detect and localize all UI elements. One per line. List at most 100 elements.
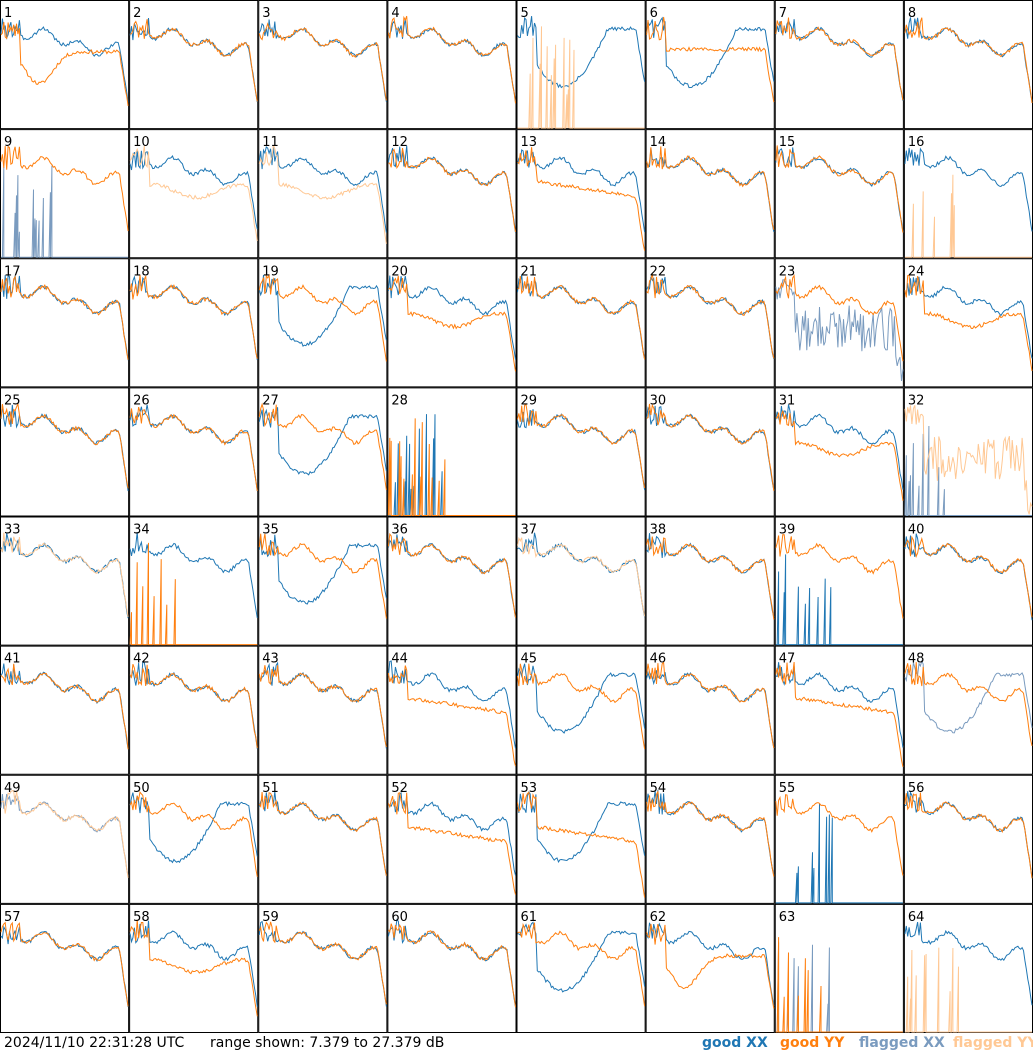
series-yy [387, 665, 516, 767]
series-yy [775, 937, 903, 1033]
panel-41: 41 [0, 645, 130, 775]
panel-frame [387, 258, 517, 388]
panel-frame [0, 129, 130, 259]
panel-label: 40 [908, 523, 925, 538]
panel-25: 25 [0, 387, 130, 517]
series-xx [775, 554, 903, 646]
panel-label: 2 [133, 6, 141, 21]
panel-label: 34 [133, 523, 150, 538]
panel-63: 63 [774, 903, 904, 1033]
panel-frame [129, 774, 259, 904]
panel-frame [129, 129, 259, 259]
series-xx [775, 662, 904, 748]
series-yy [517, 275, 646, 360]
series-xx [646, 922, 775, 1006]
series-xx [129, 150, 258, 230]
panel-label: 63 [779, 910, 796, 925]
panel-frame [645, 903, 775, 1033]
panel-5: 5 [516, 0, 646, 130]
panel-34: 34 [129, 516, 259, 646]
panel-31: 31 [774, 387, 904, 517]
series-yy [0, 790, 129, 878]
series-yy [904, 17, 1033, 104]
series-xx [517, 921, 646, 993]
panel-38: 38 [645, 516, 775, 646]
panel-frame [258, 903, 388, 1033]
series-xx [387, 275, 516, 360]
series-xx [0, 18, 129, 103]
panel-frame [645, 258, 775, 388]
panel-19: 19 [258, 258, 388, 388]
panel-frame [258, 774, 388, 904]
panel-label: 28 [391, 393, 408, 408]
series-yy [388, 148, 516, 232]
series-yy [258, 273, 387, 362]
panel-frame [645, 645, 775, 775]
series-yy [646, 923, 775, 1009]
panel-20: 20 [387, 258, 517, 388]
panel-label: 8 [908, 6, 916, 21]
panel-43: 43 [258, 645, 388, 775]
panel-33: 33 [0, 516, 130, 646]
panel-label: 46 [650, 652, 667, 667]
series-xx [387, 660, 516, 749]
panel-frame [903, 0, 1033, 130]
series-yy [387, 792, 516, 895]
panel-23: 23 [774, 258, 904, 388]
series-yy [129, 406, 258, 492]
panel-label: 36 [391, 523, 408, 538]
series-yy [388, 923, 516, 1008]
panel-frame [129, 516, 259, 646]
series-xx [258, 407, 387, 476]
series-yy [387, 15, 516, 104]
panel-22: 22 [645, 258, 775, 388]
panel-frame [774, 645, 904, 775]
series-yy [129, 542, 258, 646]
panel-frame [516, 129, 646, 259]
series-yy [258, 533, 387, 619]
panel-label: 32 [908, 393, 925, 408]
series-yy [517, 403, 646, 489]
series-yy [129, 664, 258, 749]
panel-label: 18 [133, 264, 150, 279]
panel-label: 54 [650, 781, 667, 796]
series-yy [904, 662, 1033, 747]
series-xx [517, 532, 646, 618]
panel-12: 12 [387, 129, 517, 259]
series-xx [775, 19, 904, 101]
series-xx [646, 789, 775, 876]
series-yy [0, 21, 129, 106]
series-yy [646, 536, 775, 620]
panel-label: 35 [262, 523, 279, 538]
panel-label: 12 [391, 135, 408, 150]
panel-label: 3 [262, 6, 270, 21]
series-yy [646, 661, 775, 749]
panel-label: 61 [521, 910, 538, 925]
panel-frame [387, 129, 517, 259]
series-xx [129, 792, 258, 864]
panel-15: 15 [774, 129, 904, 259]
panel-frame [903, 645, 1033, 775]
panel-frame [516, 516, 646, 646]
panel-label: 21 [521, 264, 538, 279]
panel-60: 60 [387, 903, 517, 1033]
panel-label: 13 [521, 135, 538, 150]
panel-64: 64 [903, 903, 1033, 1033]
panel-label: 48 [908, 652, 925, 667]
panel-frame [516, 903, 646, 1033]
series-yy [904, 947, 1032, 1033]
series-xx [1, 165, 129, 258]
series-xx [904, 276, 1033, 359]
panel-47: 47 [774, 645, 904, 775]
panel-frame [645, 129, 775, 259]
series-yy [258, 791, 387, 876]
panel-28: 28 [387, 387, 517, 517]
series-yy [775, 17, 904, 101]
series-yy [129, 791, 258, 877]
panel-label: 49 [4, 781, 21, 796]
series-xx [517, 16, 646, 89]
panel-label: 30 [650, 393, 667, 408]
panel-label: 17 [4, 264, 21, 279]
panel-label: 22 [650, 264, 667, 279]
